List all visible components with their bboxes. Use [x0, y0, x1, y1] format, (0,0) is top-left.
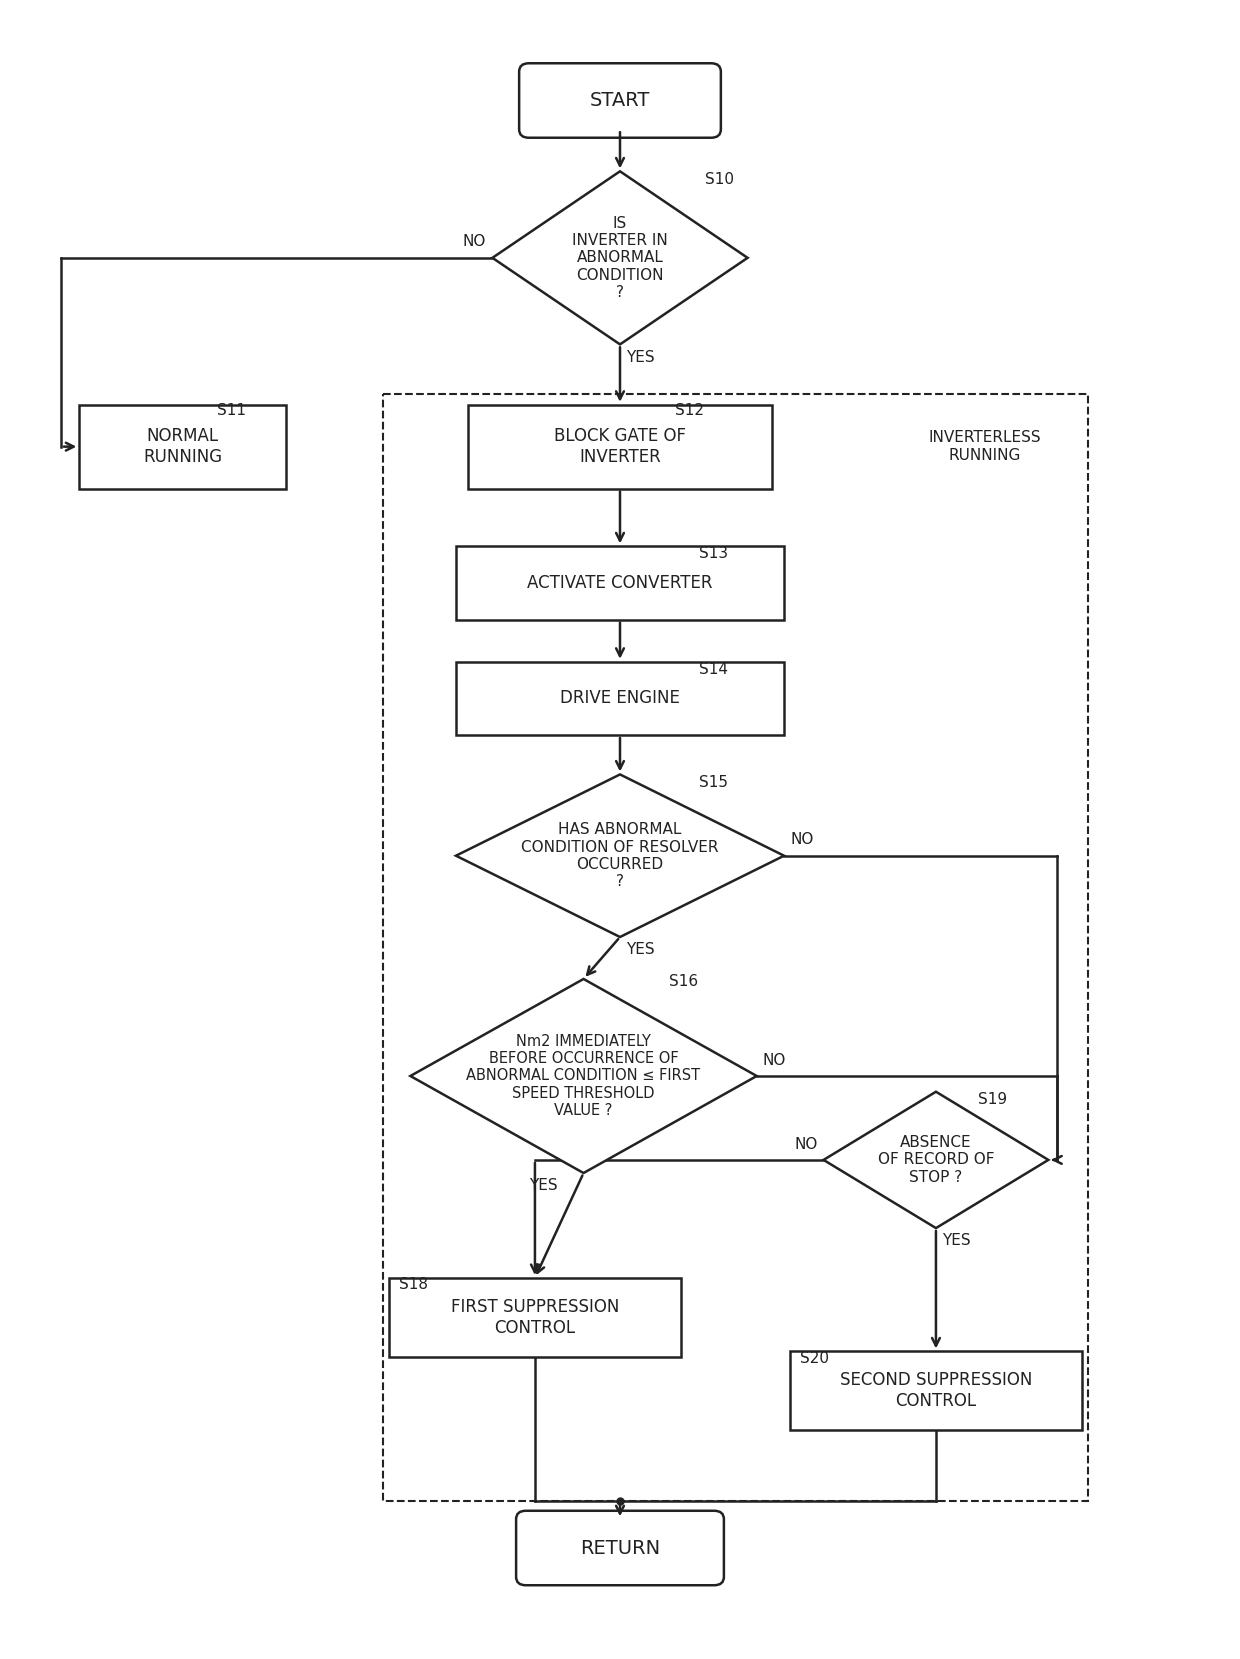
Text: START: START — [590, 91, 650, 109]
Polygon shape — [456, 775, 784, 937]
Bar — [79, 405, 285, 489]
Bar — [456, 662, 784, 735]
Text: NO: NO — [794, 1136, 817, 1151]
Text: S15: S15 — [699, 775, 728, 790]
Bar — [389, 1277, 681, 1357]
Bar — [790, 1352, 1081, 1430]
Text: S19: S19 — [978, 1092, 1008, 1107]
Text: S18: S18 — [399, 1277, 428, 1292]
Text: BLOCK GATE OF
INVERTER: BLOCK GATE OF INVERTER — [554, 428, 686, 466]
Text: NO: NO — [763, 1052, 786, 1068]
Polygon shape — [410, 979, 756, 1173]
FancyBboxPatch shape — [520, 63, 720, 138]
Text: YES: YES — [528, 1178, 558, 1193]
Text: NORMAL
RUNNING: NORMAL RUNNING — [143, 428, 222, 466]
Text: INVERTERLESS
RUNNING: INVERTERLESS RUNNING — [929, 430, 1040, 463]
Text: S16: S16 — [668, 974, 698, 989]
Polygon shape — [492, 171, 748, 345]
Text: S13: S13 — [699, 546, 728, 561]
Text: S20: S20 — [800, 1350, 828, 1365]
Text: YES: YES — [942, 1233, 971, 1248]
Bar — [383, 395, 1087, 1501]
Bar — [467, 405, 771, 489]
Text: SECOND SUPPRESSION
CONTROL: SECOND SUPPRESSION CONTROL — [839, 1372, 1032, 1410]
Bar — [456, 546, 784, 620]
Text: S12: S12 — [675, 403, 703, 418]
Text: YES: YES — [626, 350, 655, 365]
Text: ABSENCE
OF RECORD OF
STOP ?: ABSENCE OF RECORD OF STOP ? — [878, 1135, 994, 1185]
Text: NO: NO — [463, 234, 486, 249]
Text: HAS ABNORMAL
CONDITION OF RESOLVER
OCCURRED
?: HAS ABNORMAL CONDITION OF RESOLVER OCCUR… — [521, 823, 719, 889]
Text: DRIVE ENGINE: DRIVE ENGINE — [560, 690, 680, 707]
Text: Nm2 IMMEDIATELY
BEFORE OCCURRENCE OF
ABNORMAL CONDITION ≤ FIRST
SPEED THRESHOLD
: Nm2 IMMEDIATELY BEFORE OCCURRENCE OF ABN… — [466, 1034, 701, 1118]
Polygon shape — [823, 1092, 1048, 1228]
Text: S11: S11 — [217, 403, 246, 418]
Text: NO: NO — [790, 833, 813, 848]
Text: IS
INVERTER IN
ABNORMAL
CONDITION
?: IS INVERTER IN ABNORMAL CONDITION ? — [572, 216, 668, 300]
Text: FIRST SUPPRESSION
CONTROL: FIRST SUPPRESSION CONTROL — [451, 1297, 619, 1337]
Text: S10: S10 — [706, 173, 734, 187]
FancyBboxPatch shape — [516, 1511, 724, 1586]
Text: YES: YES — [626, 942, 655, 957]
Text: ACTIVATE CONVERTER: ACTIVATE CONVERTER — [527, 574, 713, 592]
Text: RETURN: RETURN — [580, 1538, 660, 1558]
Text: S14: S14 — [699, 662, 728, 677]
